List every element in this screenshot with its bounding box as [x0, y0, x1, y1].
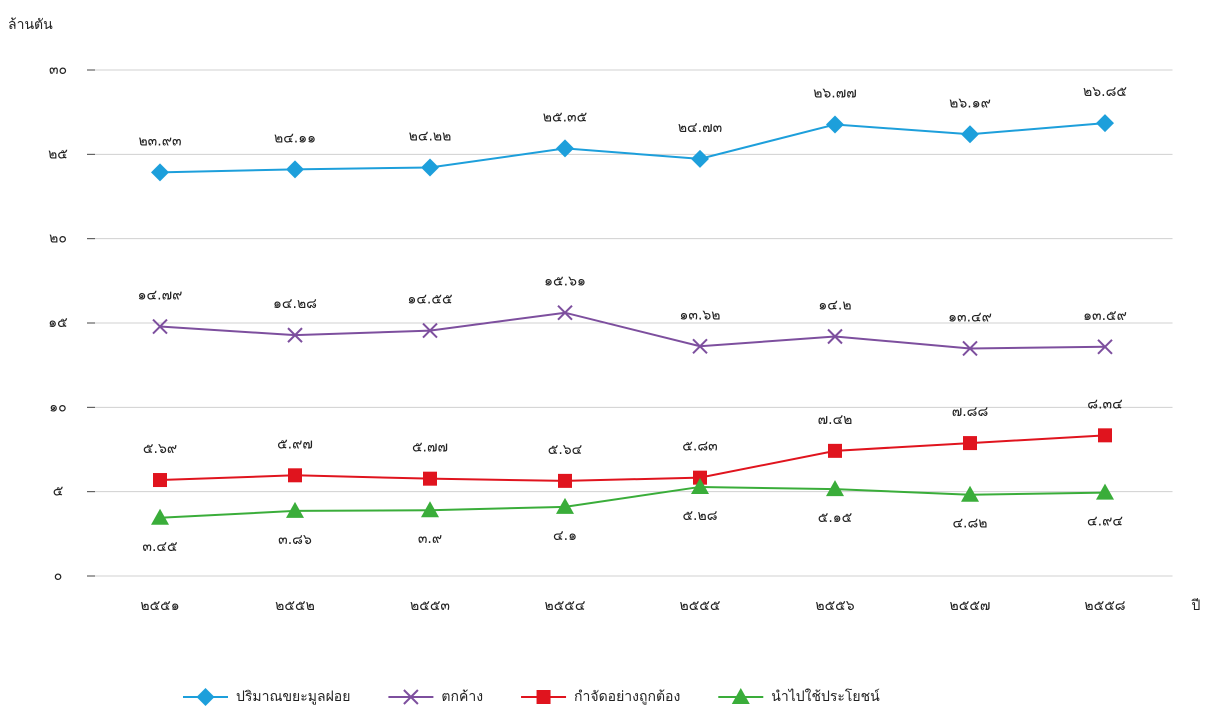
data-label: ๑๕.๖๑ [544, 274, 586, 290]
data-label: ๕.๙๗ [277, 436, 313, 452]
data-point [1098, 428, 1112, 443]
data-label: ๓.๔๕ [142, 539, 177, 555]
data-point [556, 497, 574, 514]
data-point [421, 158, 439, 177]
data-point [1096, 483, 1114, 500]
data-point [1096, 114, 1114, 133]
data-label: ๓.๘๖ [278, 532, 312, 548]
series-line [159, 122, 1106, 174]
y-tick-label: ๕ [53, 484, 64, 500]
data-point [693, 470, 707, 485]
data-label: ๒๓.๙๓ [138, 133, 181, 149]
data-label: ๒๖.๘๕ [1083, 84, 1127, 100]
data-point [153, 473, 167, 488]
data-label: ๒๔.๗๓ [678, 120, 722, 136]
x-tick-label: ๒๕๕๑ [140, 598, 179, 614]
y-axis-title: ล้านตัน [8, 17, 53, 33]
data-point [421, 501, 439, 518]
data-point [558, 473, 572, 488]
data-label: ๕.๖๙ [143, 441, 177, 457]
x-tick-label: ๒๕๕๖ [815, 598, 854, 614]
x-axis-title: ปี [1191, 598, 1200, 614]
x-tick-label: ๒๕๕๘ [1084, 598, 1125, 614]
legend-marker [196, 688, 215, 706]
data-point [692, 338, 708, 354]
data-label: ๒๖.๗๗ [813, 85, 857, 101]
data-label: ๑๔.๒ [818, 297, 851, 313]
data-label: ๔.๘๒ [952, 516, 987, 532]
data-point [828, 443, 842, 458]
data-point [827, 328, 843, 345]
data-point [422, 322, 438, 339]
data-label: ๗.๔๒ [818, 412, 853, 428]
data-label: ๕.๘๓ [682, 439, 717, 455]
data-point [556, 139, 574, 158]
data-point [557, 305, 573, 321]
legend-label: กำจัดอย่างถูกต้อง [574, 689, 680, 705]
data-point [962, 340, 978, 357]
data-point [961, 485, 979, 502]
data-label: ๑๔.๕๕ [407, 292, 452, 308]
data-label: ๒๔.๑๑ [274, 130, 316, 146]
data-point [288, 468, 302, 483]
y-tick-label: ๑๐ [49, 399, 66, 415]
data-label: ๔.๙๔ [1087, 514, 1123, 530]
series-line [159, 485, 1106, 519]
legend-label: ปริมาณขยะมูลฝอย [236, 689, 350, 705]
data-point [1097, 339, 1113, 355]
x-tick-label: ๒๕๕๒ [275, 598, 315, 614]
data-point [423, 471, 437, 486]
y-tick-label: ๐ [54, 568, 63, 584]
data-point [286, 160, 304, 179]
data-label: ๗.๘๘ [952, 404, 989, 420]
data-point [826, 115, 844, 134]
x-tick-label: ๒๕๕๗ [950, 598, 991, 614]
x-tick-label: ๒๕๕๕ [679, 598, 720, 614]
data-label: ๕.๑๕ [818, 510, 853, 526]
data-point [151, 163, 169, 182]
data-label: ๕.๒๘ [682, 508, 717, 524]
data-label: ๒๖.๑๙ [949, 95, 991, 111]
legend-marker [731, 688, 750, 704]
data-label: ๒๕.๓๕ [543, 109, 587, 125]
data-point [691, 477, 709, 494]
legend-label: นำไปใช้ประโยชน์ [771, 688, 880, 705]
y-tick-label: ๒๕ [48, 146, 68, 162]
data-point [286, 501, 304, 518]
y-tick-label: ๓๐ [49, 62, 67, 78]
data-point [287, 327, 303, 343]
y-tick-label: ๒๐ [49, 231, 67, 247]
series-line [159, 311, 1106, 350]
data-label: ๑๓.๕๙ [1083, 308, 1127, 324]
data-label: ๑๔.๒๘ [273, 296, 317, 312]
legend-label: ตกค้าง [441, 689, 483, 705]
legend-marker [403, 689, 419, 705]
data-point [963, 436, 977, 451]
legend-marker [536, 690, 551, 704]
data-point [691, 149, 709, 168]
data-point [151, 508, 169, 525]
data-label: ๕.๖๔ [548, 442, 583, 458]
data-label: ๑๓.๔๙ [948, 309, 992, 325]
data-label: ๑๔.๗๙ [138, 288, 183, 304]
data-label: ๘.๓๔ [1087, 396, 1122, 412]
data-label: ๒๔.๒๒ [409, 128, 452, 144]
data-label: ๕.๗๗ [412, 440, 448, 456]
data-point [152, 318, 168, 335]
data-point [826, 480, 844, 497]
y-tick-label: ๑๕ [48, 315, 67, 331]
data-label: ๓.๙ [418, 531, 442, 547]
data-label: ๑๓.๖๒ [679, 307, 720, 323]
data-point [961, 125, 979, 144]
x-tick-label: ๒๕๕๓ [410, 598, 450, 614]
series-line [159, 434, 1106, 482]
data-label: ๔.๑ [553, 528, 577, 544]
x-tick-label: ๒๕๕๔ [544, 598, 585, 614]
